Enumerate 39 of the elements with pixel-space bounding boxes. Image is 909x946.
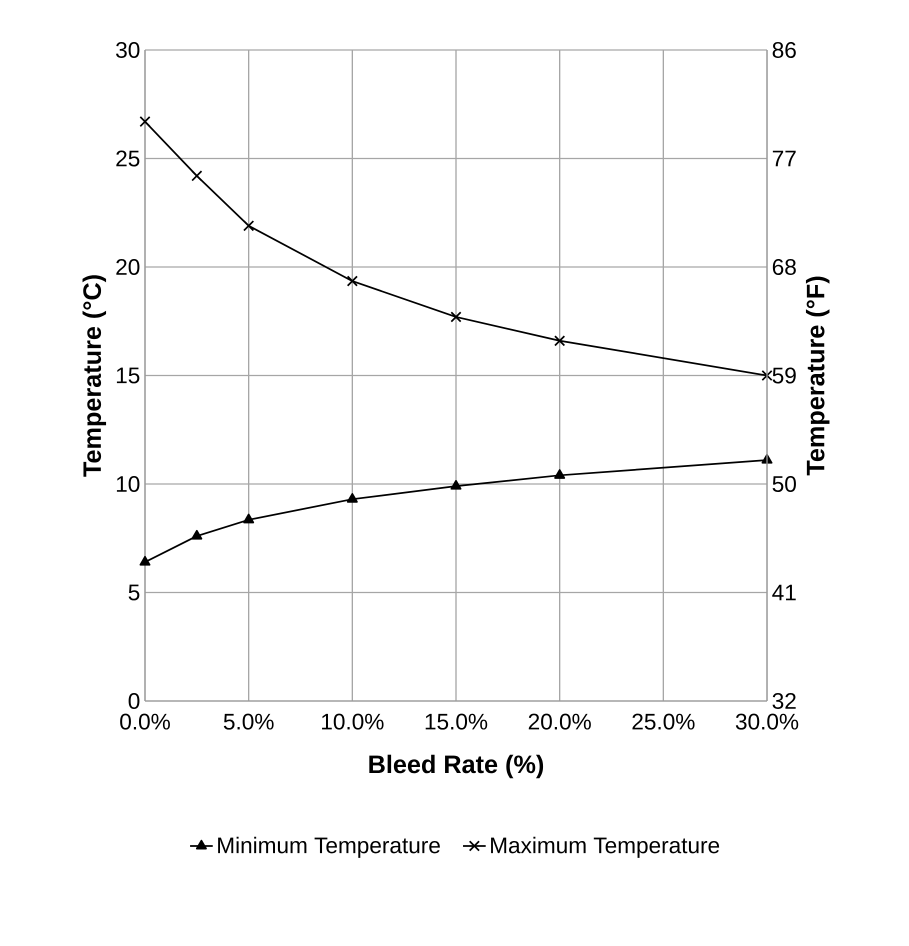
point (554, 335, 566, 346)
legend-label: Maximum Temperature (491, 836, 720, 858)
point (191, 170, 202, 182)
point (139, 116, 151, 128)
y-tick-label: 10 (116, 476, 140, 492)
y-axis-title: Temperature (°C) (82, 275, 106, 477)
y2-tick-label: 86 (772, 42, 796, 58)
y-tick-label: 30 (116, 42, 140, 58)
legend-label: Minimum Temperature (218, 836, 440, 858)
x-tick-label: 30.0% (736, 714, 798, 730)
point (346, 493, 358, 503)
x-tick-label: 25.0% (632, 714, 695, 730)
y2-tick-label: 41 (772, 584, 796, 600)
point (450, 480, 462, 490)
y2-tick-label: 68 (772, 259, 796, 275)
x-tick-label: 0.0% (120, 714, 170, 730)
x-tick-label: 5.0% (224, 714, 274, 730)
y2-axis-title: Temperature (°F) (806, 276, 830, 476)
point (243, 220, 254, 232)
y-tick-label: 15 (116, 368, 140, 384)
point (450, 311, 462, 322)
point (243, 514, 254, 524)
point (761, 370, 773, 382)
y-tick-label: 20 (116, 259, 140, 275)
y2-tick-label: 77 (772, 150, 796, 166)
y2-tick-label: 32 (772, 693, 796, 709)
x-tick-label: 20.0% (528, 714, 591, 730)
y-tick-label: 0 (128, 693, 140, 709)
y-tick-label: 25 (116, 150, 140, 166)
point (346, 276, 358, 287)
point (554, 469, 566, 479)
x-tick-label: 15.0% (426, 714, 488, 730)
x-tick-label: 10.0% (322, 714, 384, 730)
y-tick-label: 5 (128, 584, 140, 600)
y2-tick-label: 50 (772, 476, 796, 492)
point (140, 556, 150, 566)
y2-tick-label: 59 (772, 368, 796, 384)
point (191, 530, 202, 540)
x-axis-title: Bleed Rate (%) (369, 754, 544, 778)
